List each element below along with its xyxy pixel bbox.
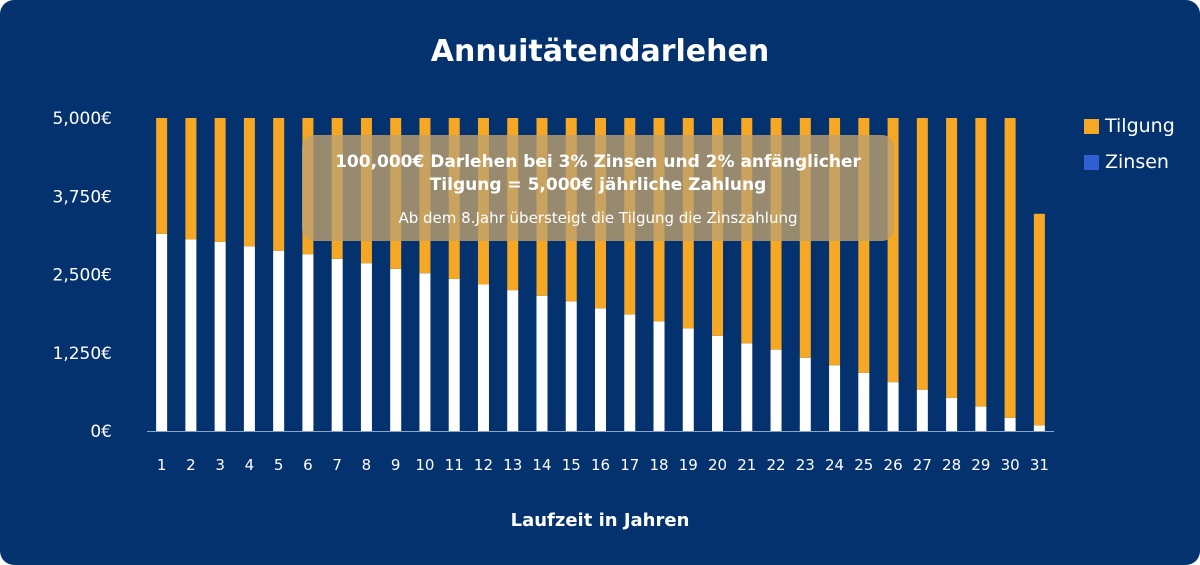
bar-zinsen — [799, 357, 811, 431]
bar-tilgung — [156, 118, 168, 234]
x-tick-label: 17 — [620, 456, 639, 474]
x-tick-label: 3 — [215, 456, 225, 474]
bar-tilgung — [946, 118, 958, 398]
x-tick-label: 14 — [532, 456, 551, 474]
x-tick-label: 31 — [1030, 456, 1049, 474]
y-tick-label: 5,000€ — [53, 109, 112, 129]
legend-item-zinsen: Zinsen — [1084, 151, 1175, 173]
x-tick-label: 4 — [245, 456, 255, 474]
y-tick-label: 0€ — [90, 422, 112, 442]
bar-tilgung — [214, 118, 226, 242]
bar-zinsen — [624, 314, 636, 431]
x-tick-label: 27 — [913, 456, 932, 474]
x-tick-label: 7 — [332, 456, 342, 474]
bar-zinsen — [916, 389, 928, 431]
bar-zinsen — [273, 250, 285, 431]
bar-tilgung — [887, 118, 899, 383]
bar-zinsen — [1033, 425, 1045, 431]
y-tick-label: 2,500€ — [53, 266, 112, 286]
bar-zinsen — [507, 290, 519, 431]
bar-tilgung — [916, 118, 928, 390]
bar-tilgung — [975, 118, 987, 407]
bar-zinsen — [243, 246, 255, 431]
bar-zinsen — [1004, 417, 1016, 431]
bar-zinsen — [360, 263, 372, 431]
legend: Tilgung Zinsen — [1084, 115, 1175, 188]
annotation-line-3: Ab dem 8.Jahr übersteigt die Tilgung die… — [398, 209, 798, 227]
bar-zinsen — [653, 321, 665, 431]
x-tick-label: 18 — [649, 456, 668, 474]
bar-tilgung — [829, 118, 841, 366]
x-tick-label: 11 — [445, 456, 464, 474]
x-tick-label: 26 — [884, 456, 903, 474]
x-tick-label: 28 — [942, 456, 961, 474]
bar-zinsen — [682, 328, 694, 431]
x-tick-label: 10 — [415, 456, 434, 474]
legend-swatch-tilgung — [1084, 118, 1099, 134]
x-tick-label: 29 — [971, 456, 990, 474]
bar-zinsen — [448, 278, 460, 431]
x-tick-label: 15 — [562, 456, 581, 474]
legend-swatch-zinsen — [1084, 154, 1099, 170]
chart-title: Annuitätendarlehen — [430, 34, 770, 69]
x-tick-label: 13 — [503, 456, 522, 474]
x-tick-label: 21 — [737, 456, 756, 474]
x-tick-label: 16 — [591, 456, 610, 474]
legend-label-tilgung: Tilgung — [1105, 115, 1175, 137]
x-tick-label: 25 — [854, 456, 873, 474]
x-tick-label: 20 — [708, 456, 727, 474]
bar-zinsen — [741, 343, 753, 431]
bar-zinsen — [419, 273, 431, 431]
y-tick-label: 3,750€ — [53, 187, 112, 207]
bar-zinsen — [185, 239, 197, 431]
bar-zinsen — [770, 349, 782, 431]
bar-zinsen — [214, 241, 226, 431]
x-tick-label: 12 — [474, 456, 493, 474]
bar-zinsen — [477, 284, 489, 431]
bar-zinsen — [712, 335, 724, 431]
x-tick-label: 8 — [362, 456, 372, 474]
bar-zinsen — [829, 365, 841, 431]
x-tick-label: 23 — [796, 456, 815, 474]
y-tick-label: 1,250€ — [53, 344, 112, 364]
x-tick-label: 6 — [303, 456, 313, 474]
bar-tilgung — [243, 118, 255, 247]
bar-zinsen — [595, 308, 606, 431]
bar-tilgung — [1033, 213, 1045, 426]
bar-zinsen — [536, 295, 548, 431]
x-tick-label: 1 — [157, 456, 167, 474]
annotation-line-2: Tilgung = 5,000€ jährliche Zahlung — [429, 175, 767, 195]
legend-label-zinsen: Zinsen — [1105, 151, 1169, 173]
x-tick-label: 24 — [825, 456, 844, 474]
x-tick-label: 19 — [679, 456, 698, 474]
bar-tilgung — [273, 118, 285, 251]
bar-zinsen — [858, 372, 870, 431]
x-tick-label: 2 — [186, 456, 196, 474]
bar-tilgung — [1004, 118, 1016, 418]
x-tick-label: 22 — [767, 456, 786, 474]
bar-zinsen — [946, 397, 958, 431]
x-tick-label: 9 — [391, 456, 401, 474]
bar-zinsen — [887, 382, 899, 431]
bar-tilgung — [185, 118, 197, 240]
x-tick-label: 5 — [274, 456, 284, 474]
bar-zinsen — [565, 301, 577, 431]
annotation-line-1: 100,000€ Darlehen bei 3% Zinsen und 2% a… — [335, 152, 861, 172]
bar-zinsen — [390, 268, 402, 431]
x-tick-label: 30 — [1001, 456, 1020, 474]
bar-zinsen — [156, 233, 168, 431]
annotation-box: 100,000€ Darlehen bei 3% Zinsen und 2% a… — [302, 135, 894, 241]
bar-zinsen — [302, 254, 314, 431]
bar-zinsen — [331, 258, 343, 431]
x-axis-label: Laufzeit in Jahren — [510, 510, 690, 531]
bar-tilgung — [858, 118, 870, 373]
legend-item-tilgung: Tilgung — [1084, 115, 1175, 137]
bar-zinsen — [975, 406, 987, 431]
